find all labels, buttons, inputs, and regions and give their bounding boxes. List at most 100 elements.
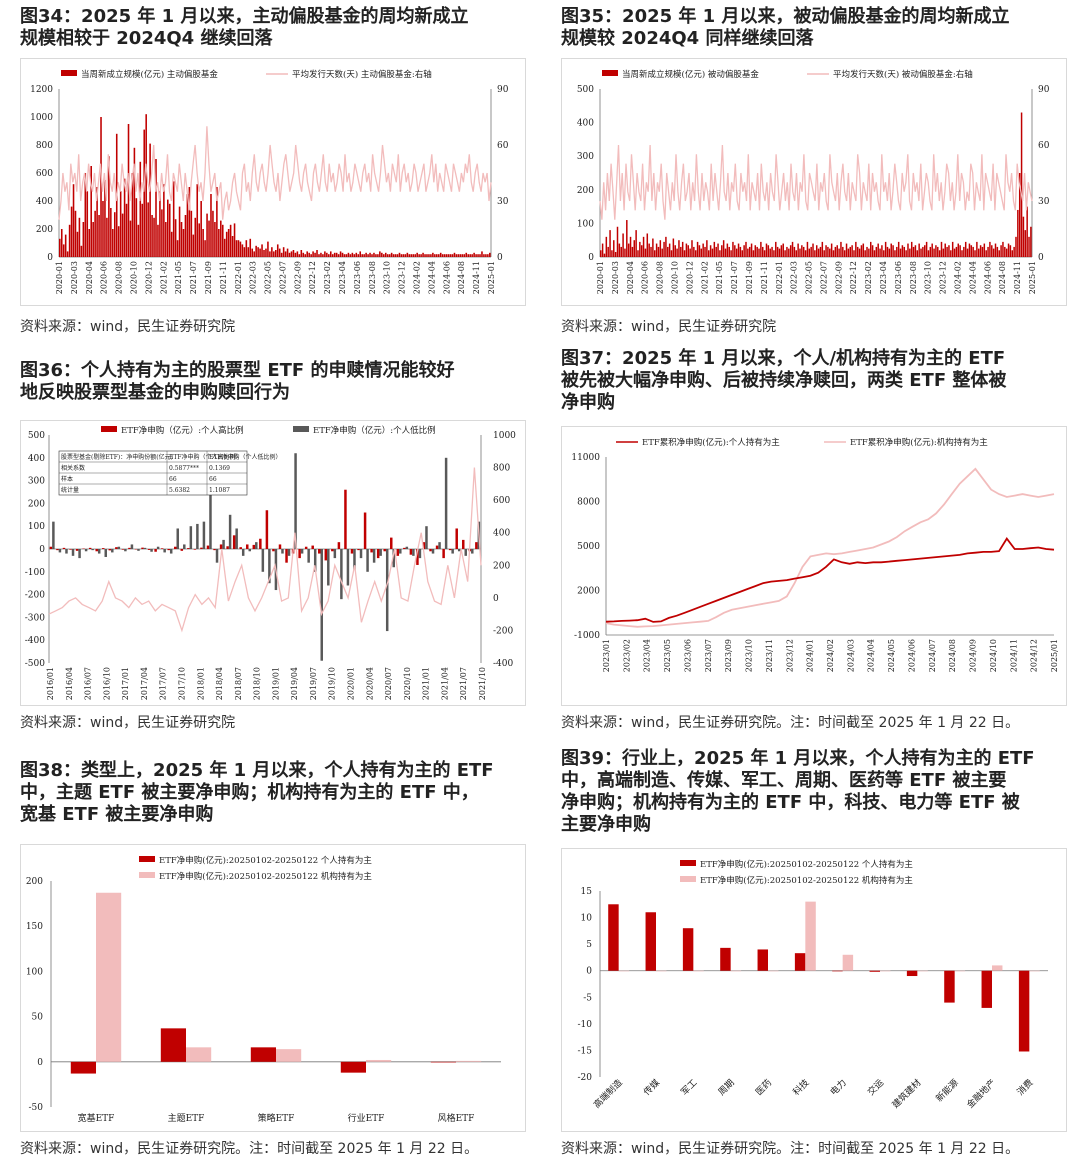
p34-bar [394,254,397,257]
p36-bar-low [346,549,350,586]
p34-bar [82,222,85,257]
p35-bar [983,243,986,257]
p35-bar [842,246,844,257]
p35-bar [600,250,602,257]
p34-xtick-label: 2020-06 [100,261,109,294]
p34-bar [271,247,273,257]
p34-bar [386,254,389,257]
p35-bar [626,220,628,257]
p37-xtick-label: 2023/07 [704,639,713,672]
p36-bar-high [128,547,131,549]
p37-xtick-label: 2023/02 [622,639,631,672]
p34-bar [127,124,130,257]
p34-bar [180,222,183,257]
p34-bar [168,203,171,257]
p39-bar-institution [917,970,928,972]
p35-bar [868,248,870,257]
fig39-title-line1: 图39：行业上，2025 年 1 月以来，个人持有为主的 ETF [561,748,1035,769]
fig39-title: 图39：行业上，2025 年 1 月以来，个人持有为主的 ETF 中，高端制造、… [561,748,1067,836]
p37-legend-individual-label: ETF累积净申购(亿元):个人持有为主 [642,437,780,448]
p35-bar [685,243,688,257]
p36-xtick-label: 2016/07 [84,667,93,700]
p35-bar [1004,246,1006,257]
p36-bar-low [196,523,199,549]
p37-xtick-label: 2023/01 [602,639,611,672]
p34-bar [163,184,165,257]
p39-bar-individual [832,970,843,972]
p36-xtick-label: 2017/10 [177,667,186,700]
p35-bar [601,243,604,257]
p34-bar [326,252,328,257]
p34-bar [286,248,289,257]
p36-bar-low [353,549,356,570]
p35-bar [821,241,824,257]
p35-bar [1026,206,1028,257]
fig38-title: 图38：类型上，2025 年 1 月以来，个人持有为主的 ETF 中，主题 ET… [20,760,526,826]
p35-bar [646,233,649,257]
p34-bar [143,129,146,257]
p35-xtick-label: 2022-05 [805,261,814,294]
p34-bar [463,254,466,257]
p36-bar-high [160,548,164,549]
p34-bar [422,252,424,257]
p34-bar [347,252,350,257]
p34-bar [383,254,385,257]
p36-bar-high [252,544,256,549]
p39-bar-institution [805,901,816,971]
p34-bar [235,240,238,257]
p34-bar [408,254,411,257]
p34-xtick-label: 2022-07 [278,261,287,294]
p35-bar [627,243,630,257]
p36-bar-high [455,528,458,549]
p34-bar [59,238,61,257]
p35-bar [732,241,734,257]
p36-bar-low [130,544,134,549]
fig37-title-line2: 被先被大幅净申购、后被持续净赎回，两类 ETF 整体被 [561,370,1007,391]
p36-y2tick-label: 0 [493,594,499,604]
p36-bar-low [300,549,304,554]
p34-bar [251,248,254,257]
p34-bar [371,254,373,257]
p39-category-label: 交运 [865,1077,886,1098]
p35-ytick-label: 500 [577,85,594,95]
p36-legend-high-label: ETF净申购（亿元）:个人高比例 [121,425,244,436]
p34-bar [447,254,450,257]
p39-legend-1-label: ETF净申购(亿元):20250102-20250122 机构持有为主 [700,875,913,886]
fig39-title-line4: 主要净申购 [561,814,651,835]
p35-bar [957,243,960,257]
fig36-title: 图36：个人持有为主的股票型 ETF 的申赎情况能较好 地反映股票型基金的申购赎… [20,360,526,404]
p34-bar [351,252,354,257]
p35-bar [938,250,941,257]
p35-bar [717,243,719,257]
p34-bar [434,254,436,257]
p34-bar [261,244,263,257]
p34-bar [322,254,324,257]
p35-bar [942,248,945,257]
p36-bar-high [376,549,380,559]
p34-ytick-label: 1200 [30,85,53,95]
p34-bar [489,252,491,257]
p35-bar [614,251,617,257]
p35-bar [991,245,993,257]
p35-bar [1017,209,1019,257]
p36-bar-high [383,549,386,552]
p34-bar [292,250,295,257]
p36-bar-low [294,453,297,549]
p35-bar [762,246,764,257]
panel-fig37: 图37：2025 年 1 月以来，个人/机构持有为主的 ETF 被先被大幅净申购… [561,348,1067,732]
p36-bar-high [219,544,223,549]
p35-bar [739,246,742,257]
p39-legend-0-swatch [680,860,696,866]
p35-bar [765,243,768,257]
p35-bar [1013,246,1015,257]
p34-bar [273,251,275,257]
p39-bar-institution [992,965,1003,971]
p37-xtick-label: 2024/03 [846,639,855,672]
p36-bar-low [222,539,225,549]
fig38-title-line3: 宽基 ETF 被主要净申购 [20,804,214,825]
p35-bar [970,245,973,257]
p34-bar [182,229,185,257]
p36-bar-low [333,549,337,559]
p35-bar [899,248,902,257]
p34-bar [341,252,344,257]
